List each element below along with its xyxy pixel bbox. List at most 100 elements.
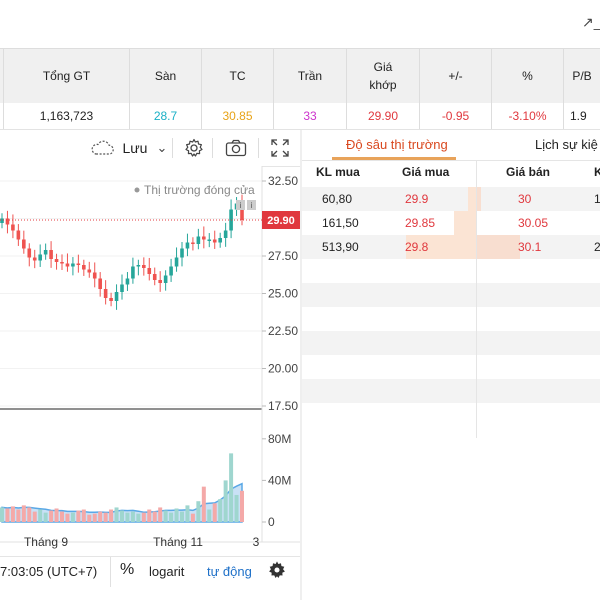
volume-bar [27, 507, 32, 522]
camera-icon[interactable] [222, 130, 250, 166]
volume-bar [32, 511, 37, 522]
candle [158, 280, 162, 283]
header-match-price: Giá khớp [347, 49, 420, 103]
row-stripe [302, 211, 600, 235]
volume-bar [190, 513, 195, 522]
volume-bar [223, 480, 228, 522]
sell-volume-cell: 1 [594, 192, 600, 206]
candle [87, 269, 92, 273]
header-floor: Sàn [130, 49, 202, 103]
toolbar-divider [110, 557, 111, 587]
candle [65, 263, 70, 267]
buy-volume-cell: 60,80 [322, 192, 353, 206]
volume-bar [180, 511, 184, 522]
header-pb: P/B [572, 69, 592, 83]
log-scale-button[interactable]: logarit [149, 564, 185, 579]
row-stripe [302, 307, 600, 331]
volume-axis: 80M 40M 0 [262, 432, 291, 529]
value-reference: 30.85 [202, 103, 274, 129]
fullscreen-icon[interactable] [266, 130, 294, 166]
candle [43, 250, 48, 255]
candle [120, 284, 124, 292]
buy-volume-cell: 161,50 [322, 216, 359, 230]
depth-tabs: Độ sâu thị trường Lịch sự kiệ [302, 130, 600, 161]
candlesticks [0, 194, 244, 310]
volume-bar [163, 510, 168, 522]
volume-bar [130, 511, 135, 522]
candle [11, 224, 15, 231]
gear-icon[interactable] [180, 130, 208, 166]
gear-icon[interactable] [268, 561, 286, 582]
volume-bar [169, 512, 174, 522]
volume-bar [76, 510, 81, 522]
depth-row[interactable]: 60,80 29.9 30 1 [302, 187, 600, 211]
volume-bar [120, 510, 124, 522]
percent-scale-button[interactable]: % [120, 561, 135, 578]
buy-price-cell: 29.85 [405, 216, 436, 230]
header-ceiling: Trần [274, 49, 347, 103]
volume-bar [65, 513, 70, 522]
volume-bar [81, 509, 86, 522]
row-stripe [302, 283, 600, 307]
toolbar-divider [172, 138, 173, 158]
volume-bar [54, 508, 59, 522]
external-link-icon[interactable]: ↗_ [582, 14, 600, 30]
row-stripe [302, 187, 600, 211]
buy-depth-bar [406, 235, 476, 259]
save-button[interactable]: Lưu [122, 140, 148, 156]
tab-event-history[interactable]: Lịch sự kiệ [535, 137, 598, 152]
candle [38, 254, 42, 261]
candle [82, 265, 86, 270]
volume-bar [49, 510, 54, 522]
value-blank [0, 103, 4, 129]
price-grid [0, 180, 262, 407]
candle [196, 236, 201, 244]
candle [223, 230, 228, 238]
value-pb: 1.9 [570, 109, 587, 123]
volume-bar [141, 512, 146, 522]
candle [191, 242, 195, 244]
summary-value-row: 1,163,723 28.7 30.85 33 29.90 -0.95 -3.1… [0, 103, 600, 130]
panel-divider [300, 130, 302, 600]
svg-text:29.90: 29.90 [267, 215, 295, 227]
value-ceiling: 33 [274, 103, 347, 129]
candle [16, 230, 21, 240]
volume-bar [21, 505, 26, 522]
value-match-price: 29.90 [347, 103, 420, 129]
toolbar-divider [258, 138, 259, 158]
header-buy-volume: KL mua [316, 165, 360, 179]
toolbar-divider [212, 138, 213, 158]
candle [240, 203, 244, 220]
volume-bar [92, 513, 97, 522]
chevron-down-icon[interactable]: ⌄ [156, 140, 168, 155]
sell-price-cell: 30.1 [518, 240, 542, 254]
tab-market-depth[interactable]: Độ sâu thị trường [346, 137, 448, 152]
candle [163, 275, 168, 283]
volume-bar [10, 506, 15, 522]
market-status-dot [134, 187, 140, 193]
volume-bar [201, 486, 206, 522]
candle [202, 236, 206, 240]
depth-row[interactable]: 513,90 29.8 30.1 2 [302, 235, 600, 259]
candle [92, 272, 97, 279]
auto-scale-button[interactable]: tự động [207, 564, 252, 579]
buy-price-cell: 29.8 [405, 240, 429, 254]
candle [22, 239, 26, 249]
volume-bar [60, 511, 64, 522]
row-stripe [302, 403, 600, 427]
volume-bar [114, 507, 119, 522]
depth-header-row: KL mua Giá mua Giá bán K [302, 160, 600, 184]
sell-price-cell: 30.05 [518, 216, 549, 230]
candle [60, 262, 64, 264]
depth-row[interactable]: 161,50 29.85 30.05 [302, 211, 600, 235]
value-change: -0.95 [420, 103, 492, 129]
volume-bar [147, 509, 152, 522]
cloud-icon[interactable] [88, 130, 118, 166]
candle [54, 259, 59, 262]
volume-bar [16, 509, 21, 522]
value-percent: -3.10% [492, 103, 564, 129]
header-sell-volume: K [594, 165, 600, 179]
volume-bar [70, 512, 75, 522]
timezone-clock: 7:03:05 (UTC+7) [0, 564, 98, 579]
